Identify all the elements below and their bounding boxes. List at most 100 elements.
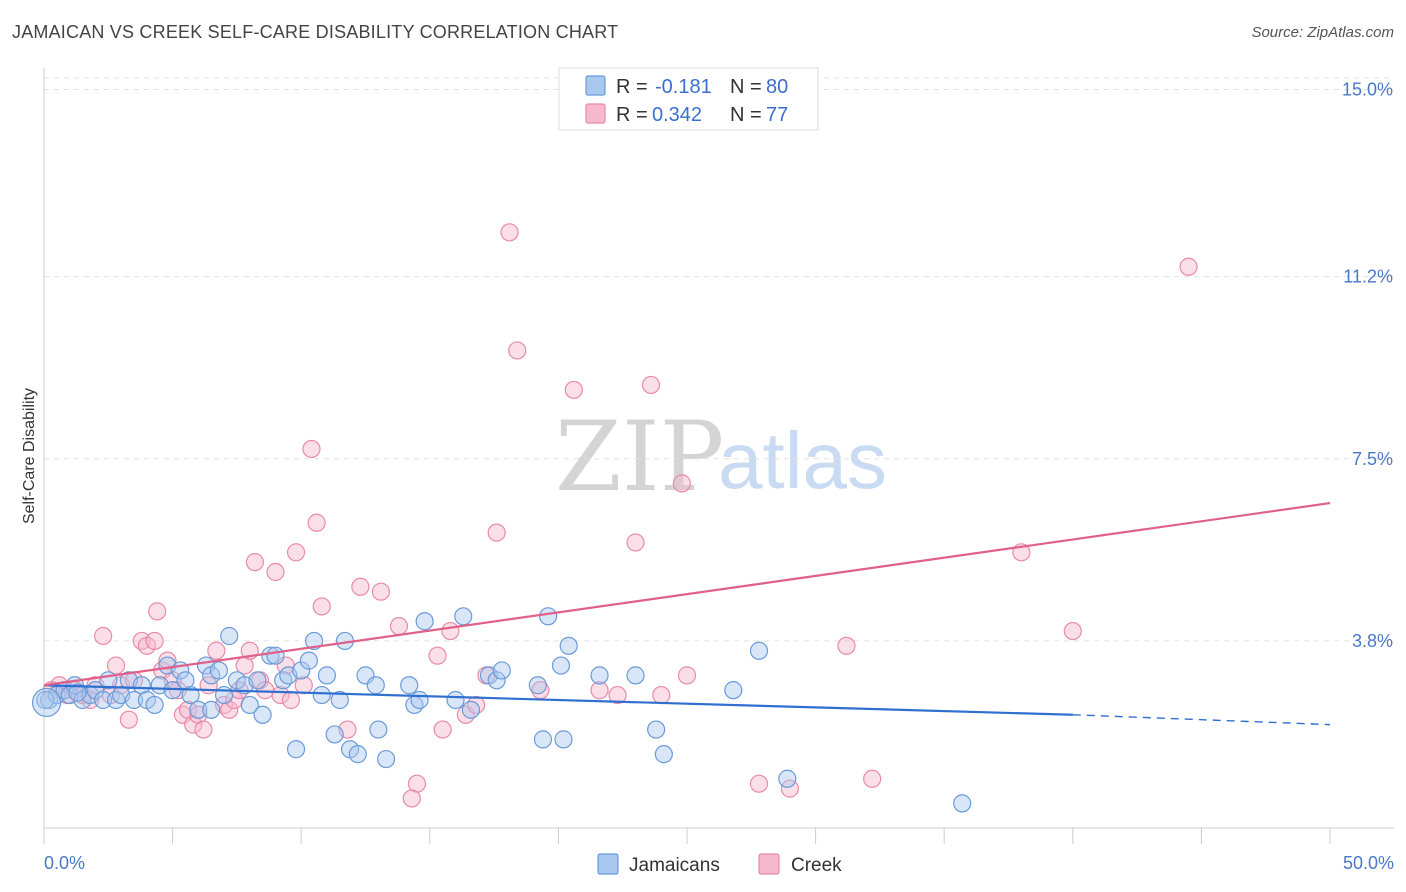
- jamaicans-point: [559, 636, 578, 655]
- jamaicans-point: [528, 676, 547, 695]
- jamaicans-point: [533, 730, 553, 749]
- jamaicans-point: [181, 685, 200, 705]
- jamaicans-point: [312, 685, 331, 705]
- jamaicans-point: [348, 745, 367, 764]
- creek-point: [371, 582, 391, 601]
- creek-point: [307, 513, 326, 532]
- jamaicans-point: [106, 690, 126, 710]
- jamaicans-point: [778, 769, 797, 788]
- bottom-legend-label-jamaicans: Jamaicans: [629, 855, 720, 876]
- x-tick-label-max: 50.0%: [1343, 853, 1394, 873]
- watermark-atlas: atlas: [718, 416, 887, 505]
- jamaicans-point: [202, 700, 221, 719]
- chart-source: Source: ZipAtlas.com: [1251, 24, 1394, 41]
- jamaicans-point: [266, 646, 285, 665]
- jamaicans-trend-extension: [1072, 714, 1331, 726]
- creek-point: [487, 523, 506, 542]
- creek-point: [672, 474, 691, 493]
- creek-point: [608, 685, 627, 705]
- creek-point: [508, 341, 527, 360]
- jamaicans-point: [369, 720, 388, 739]
- jamaicans-trend-line: [43, 684, 1073, 716]
- y-axis-tick-labels: 3.8% 7.5% 11.2% 15.0%: [1342, 80, 1393, 651]
- jamaicans-point: [461, 700, 481, 719]
- creek-point: [590, 681, 609, 700]
- jamaicans-point: [304, 631, 324, 651]
- creek-trend-line: [43, 501, 1331, 687]
- bottom-legend-swatch-creek: [758, 853, 780, 875]
- jamaicans-point: [551, 656, 571, 675]
- jamaicans-point: [317, 666, 337, 685]
- creek-point: [441, 621, 460, 641]
- creek-point: [119, 710, 138, 729]
- y-tick-label: 3.8%: [1352, 631, 1393, 651]
- jamaicans-point: [647, 720, 666, 739]
- creek-point: [145, 631, 164, 651]
- creek-point: [863, 769, 882, 788]
- creek-point: [641, 375, 661, 395]
- jamaicans-point: [214, 685, 234, 705]
- jamaicans-point: [240, 695, 259, 715]
- jamaicans-cluster-point: [31, 687, 62, 718]
- legend-swatch-jamaicans: [585, 75, 606, 96]
- jamaicans-point: [654, 745, 673, 764]
- jamaicans-point: [590, 666, 609, 685]
- creek-point: [132, 631, 151, 651]
- x-tick-label-min: 0.0%: [44, 853, 85, 873]
- y-axis-label: Self-Care Disability: [21, 388, 38, 524]
- jamaicans-point: [261, 646, 280, 665]
- jamaicans-point: [953, 794, 972, 813]
- jamaicans-point: [539, 607, 558, 626]
- jamaicans-point: [286, 740, 306, 759]
- jamaicans-point: [724, 681, 743, 700]
- legend-swatch-creek: [585, 103, 606, 124]
- jamaicans-point: [400, 676, 419, 695]
- y-tick-label: 11.2%: [1343, 267, 1393, 287]
- creek-point: [302, 439, 321, 459]
- jamaicans-point: [415, 612, 434, 631]
- legend-r-label-creek: R =: [616, 104, 648, 126]
- jamaicans-point: [124, 690, 144, 710]
- jamaicans-point: [749, 641, 769, 660]
- creek-point: [1063, 621, 1082, 641]
- jamaicans-point: [220, 626, 239, 646]
- creek-point: [428, 646, 447, 665]
- legend-r-value-jamaicans: -0.181: [655, 76, 712, 98]
- creek-point: [837, 636, 856, 655]
- watermark: ZIP atlas: [555, 401, 887, 513]
- bottom-legend-swatch-jamaicans: [597, 853, 619, 875]
- bottom-legend-label-creek: Creek: [791, 855, 842, 876]
- jamaicans-point: [325, 725, 344, 744]
- creek-point: [402, 789, 421, 808]
- creek-point: [500, 223, 519, 242]
- bottom-legend: Jamaicans Creek: [597, 853, 842, 876]
- creek-point: [207, 641, 226, 660]
- legend: R = -0.181 N = 80 R = 0.342 N = 77: [558, 67, 819, 131]
- creek-point: [286, 543, 306, 562]
- jamaicans-point: [626, 666, 645, 685]
- jamaicans-point: [454, 607, 473, 626]
- jamaicans-point: [492, 661, 511, 680]
- legend-r-value-creek: 0.342: [652, 104, 702, 126]
- creek-point: [626, 533, 645, 552]
- jamaicans-point: [292, 661, 311, 680]
- jamaicans-point: [299, 651, 319, 670]
- watermark-zip: ZIP: [555, 401, 724, 513]
- grid-lines: [44, 77, 1394, 642]
- creek-point: [94, 626, 113, 646]
- trend-lines: [43, 501, 1331, 726]
- series-jamaicans-points: [31, 607, 972, 813]
- jamaicans-point: [248, 671, 267, 690]
- jamaicans-point: [376, 749, 396, 769]
- creek-point: [389, 617, 409, 636]
- jamaicans-point: [410, 690, 429, 710]
- jamaicans-point: [487, 671, 506, 690]
- creek-point: [652, 685, 671, 705]
- jamaicans-point: [189, 700, 208, 719]
- creek-point: [677, 666, 697, 685]
- creek-point: [564, 380, 583, 399]
- creek-point: [158, 651, 177, 670]
- jamaicans-point: [554, 730, 573, 749]
- creek-point: [312, 597, 331, 616]
- jamaicans-point: [94, 690, 113, 710]
